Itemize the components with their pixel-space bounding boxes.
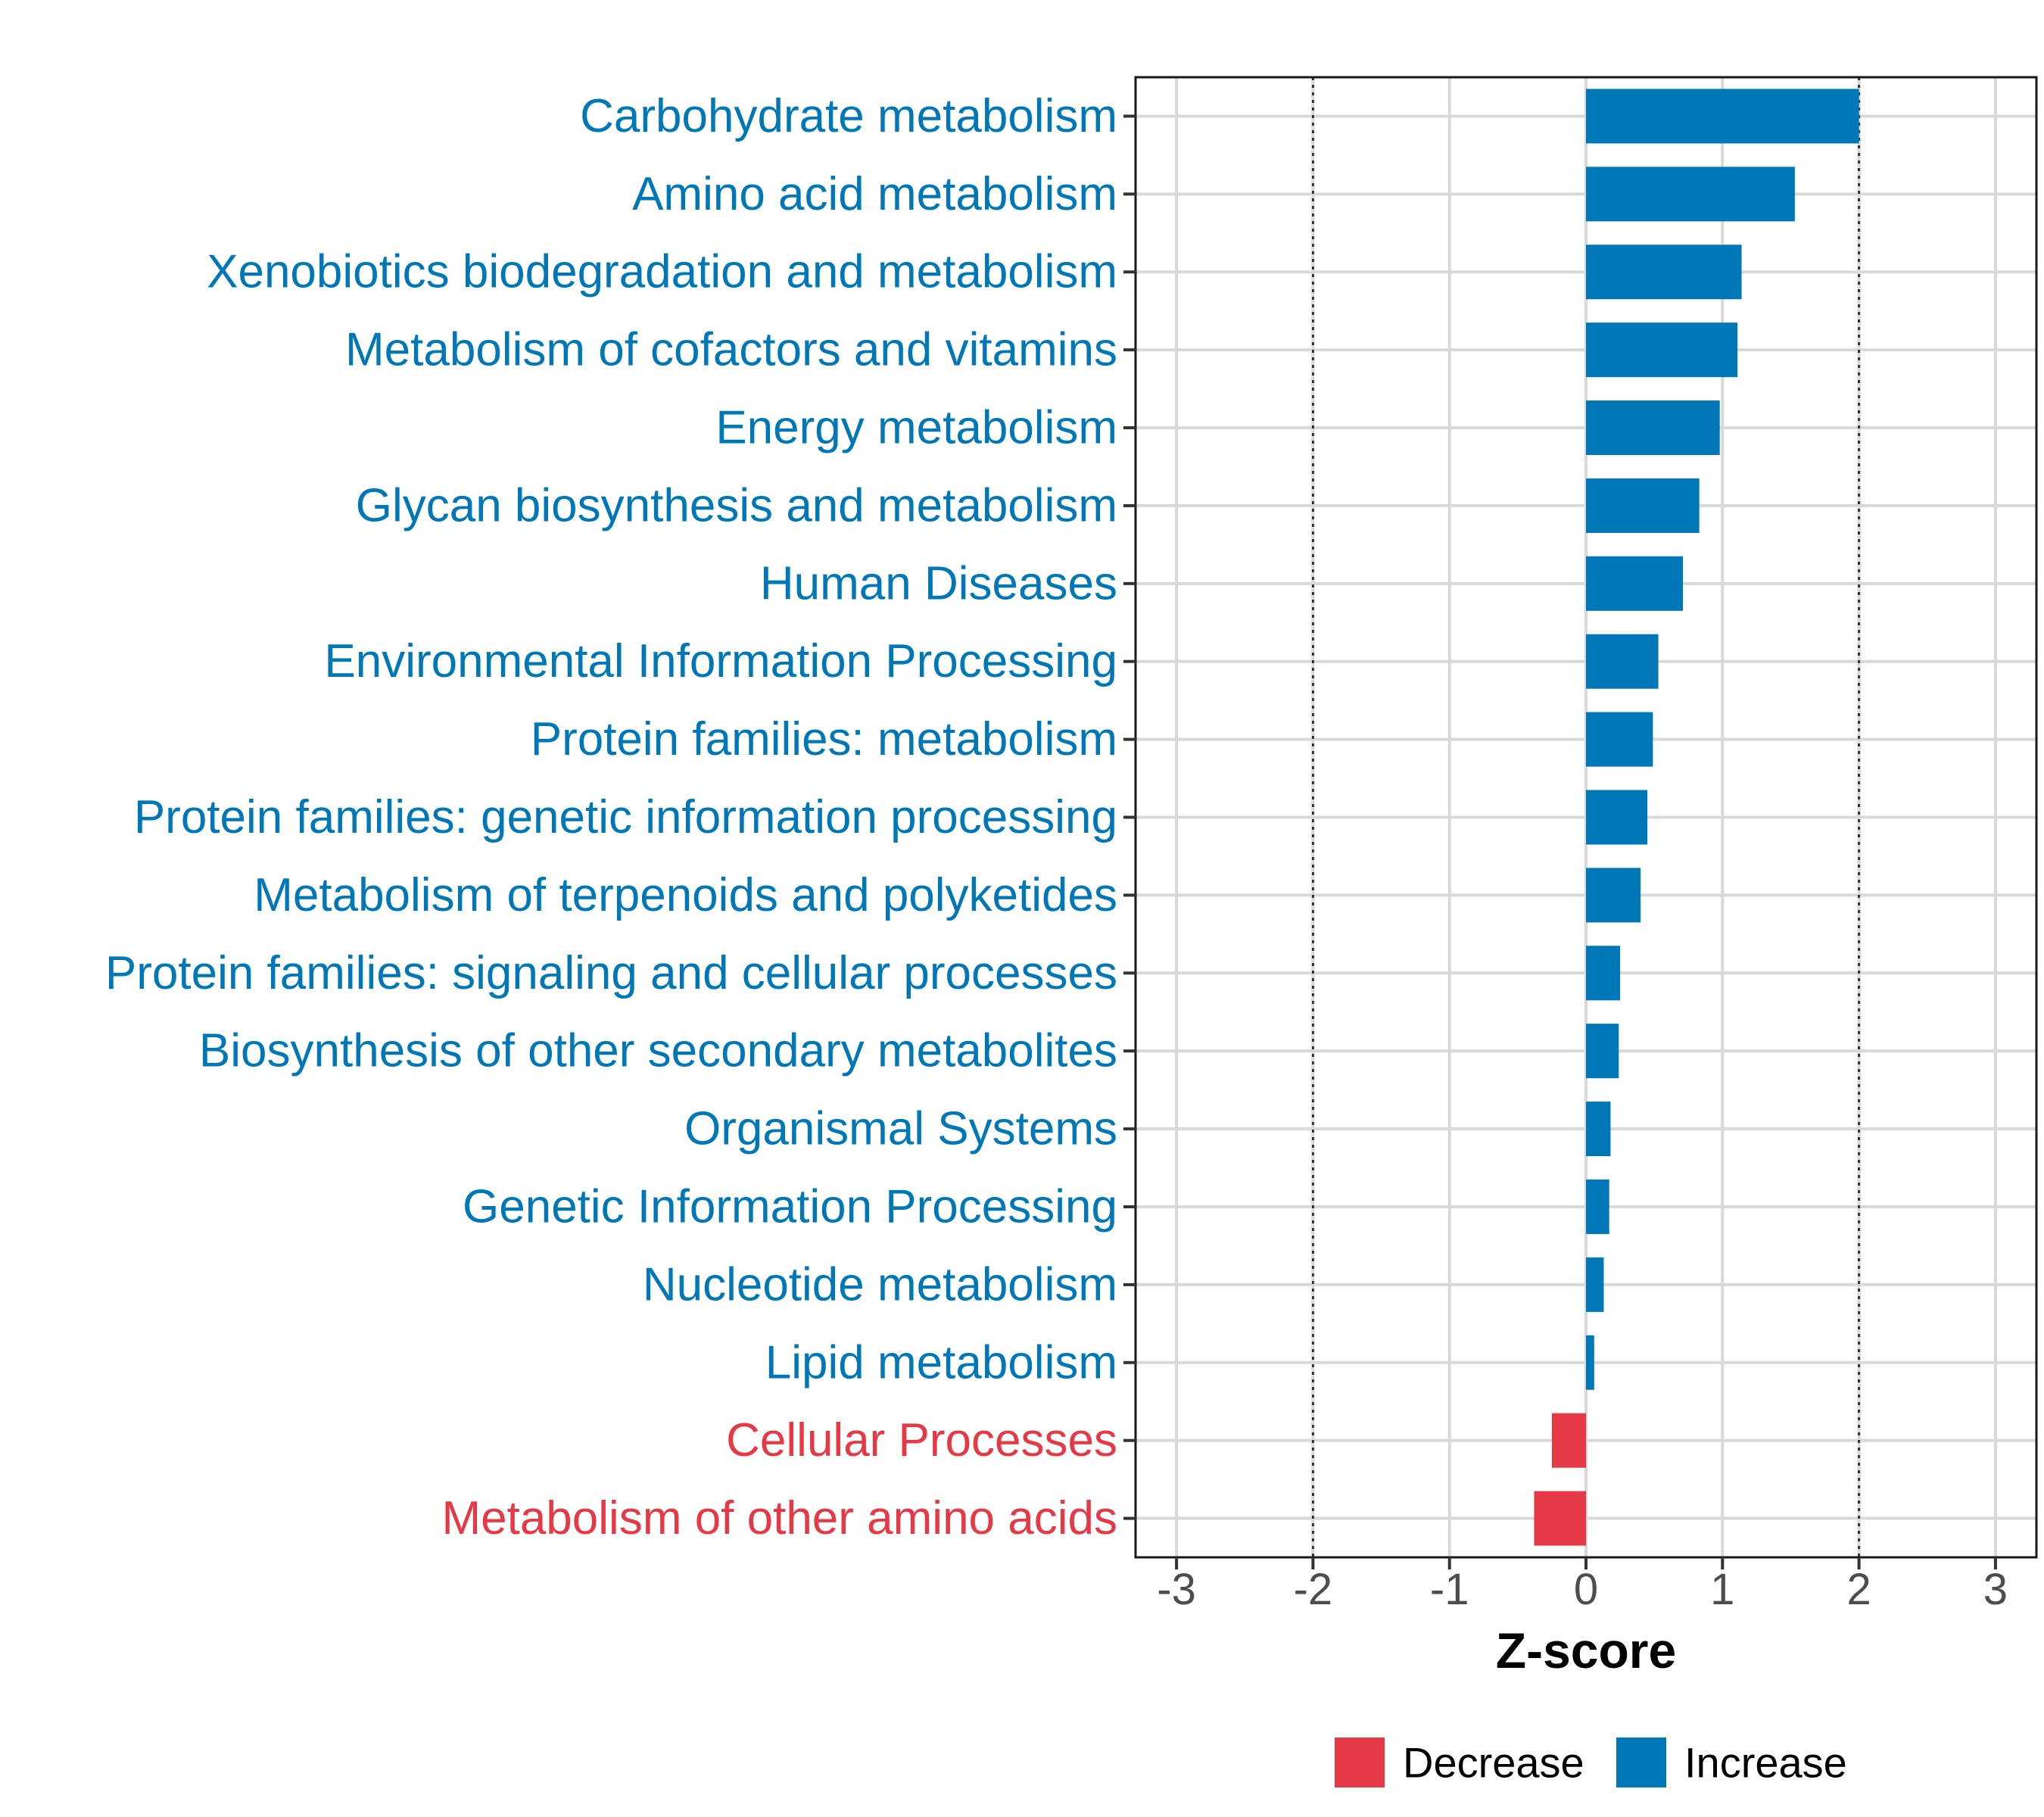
bar-increase bbox=[1586, 245, 1742, 300]
category-label: Environmental Information Processing bbox=[324, 635, 1117, 687]
category-label: Carbohydrate metabolism bbox=[580, 90, 1117, 142]
category-label: Biosynthesis of other secondary metaboli… bbox=[199, 1025, 1117, 1077]
x-tick-label: 2 bbox=[1846, 1565, 1871, 1614]
category-label: Genetic Information Processing bbox=[463, 1180, 1117, 1233]
bar-increase bbox=[1586, 167, 1795, 222]
bar-increase bbox=[1586, 1102, 1611, 1157]
bar-increase bbox=[1586, 89, 1859, 144]
bar-increase bbox=[1586, 634, 1659, 689]
bar-increase bbox=[1586, 790, 1648, 845]
category-label: Cellular Processes bbox=[726, 1414, 1117, 1466]
legend-swatch-decrease bbox=[1335, 1738, 1385, 1787]
bar-increase bbox=[1586, 478, 1700, 533]
category-label: Amino acid metabolism bbox=[632, 168, 1117, 220]
x-tick-label: -2 bbox=[1294, 1565, 1333, 1614]
category-label: Protein families: metabolism bbox=[531, 713, 1117, 765]
bar-increase bbox=[1586, 556, 1684, 611]
category-label: Lipid metabolism bbox=[765, 1336, 1117, 1388]
bar-increase bbox=[1586, 1335, 1594, 1390]
category-label: Protein families: signaling and cellular… bbox=[105, 947, 1117, 999]
legend-label-decrease: Decrease bbox=[1403, 1739, 1584, 1787]
category-label: Glycan biosynthesis and metabolism bbox=[356, 479, 1117, 531]
x-axis-title: Z-score bbox=[1496, 1622, 1676, 1678]
x-tick-label: -1 bbox=[1430, 1565, 1469, 1614]
bar-increase bbox=[1586, 868, 1641, 923]
category-label: Metabolism of terpenoids and polyketides bbox=[254, 869, 1117, 921]
category-label: Xenobiotics biodegradation and metabolis… bbox=[207, 246, 1117, 298]
category-label: Organismal Systems bbox=[684, 1103, 1117, 1155]
x-tick-label: 3 bbox=[1983, 1565, 2008, 1614]
category-label: Energy metabolism bbox=[715, 402, 1117, 454]
legend-swatch-increase bbox=[1616, 1738, 1666, 1787]
bar-decrease bbox=[1551, 1413, 1586, 1468]
x-tick-label: 1 bbox=[1710, 1565, 1734, 1614]
category-label: Human Diseases bbox=[760, 557, 1117, 609]
category-label: Metabolism of cofactors and vitamins bbox=[345, 324, 1117, 376]
bar-increase bbox=[1586, 712, 1653, 767]
bar-increase bbox=[1586, 400, 1720, 456]
legend-label-increase: Increase bbox=[1684, 1739, 1847, 1787]
category-label: Protein families: genetic information pr… bbox=[134, 791, 1117, 843]
bar-increase bbox=[1586, 946, 1621, 1001]
bar-increase bbox=[1586, 1024, 1619, 1079]
x-tick-label: 0 bbox=[1574, 1565, 1598, 1614]
bar-increase bbox=[1586, 1257, 1604, 1312]
category-label: Nucleotide metabolism bbox=[643, 1258, 1117, 1311]
bar-increase bbox=[1586, 323, 1738, 378]
bar-decrease bbox=[1534, 1491, 1586, 1546]
bar-increase bbox=[1586, 1179, 1609, 1234]
x-tick-label: -3 bbox=[1157, 1565, 1196, 1614]
category-label: Metabolism of other amino acids bbox=[441, 1492, 1117, 1544]
